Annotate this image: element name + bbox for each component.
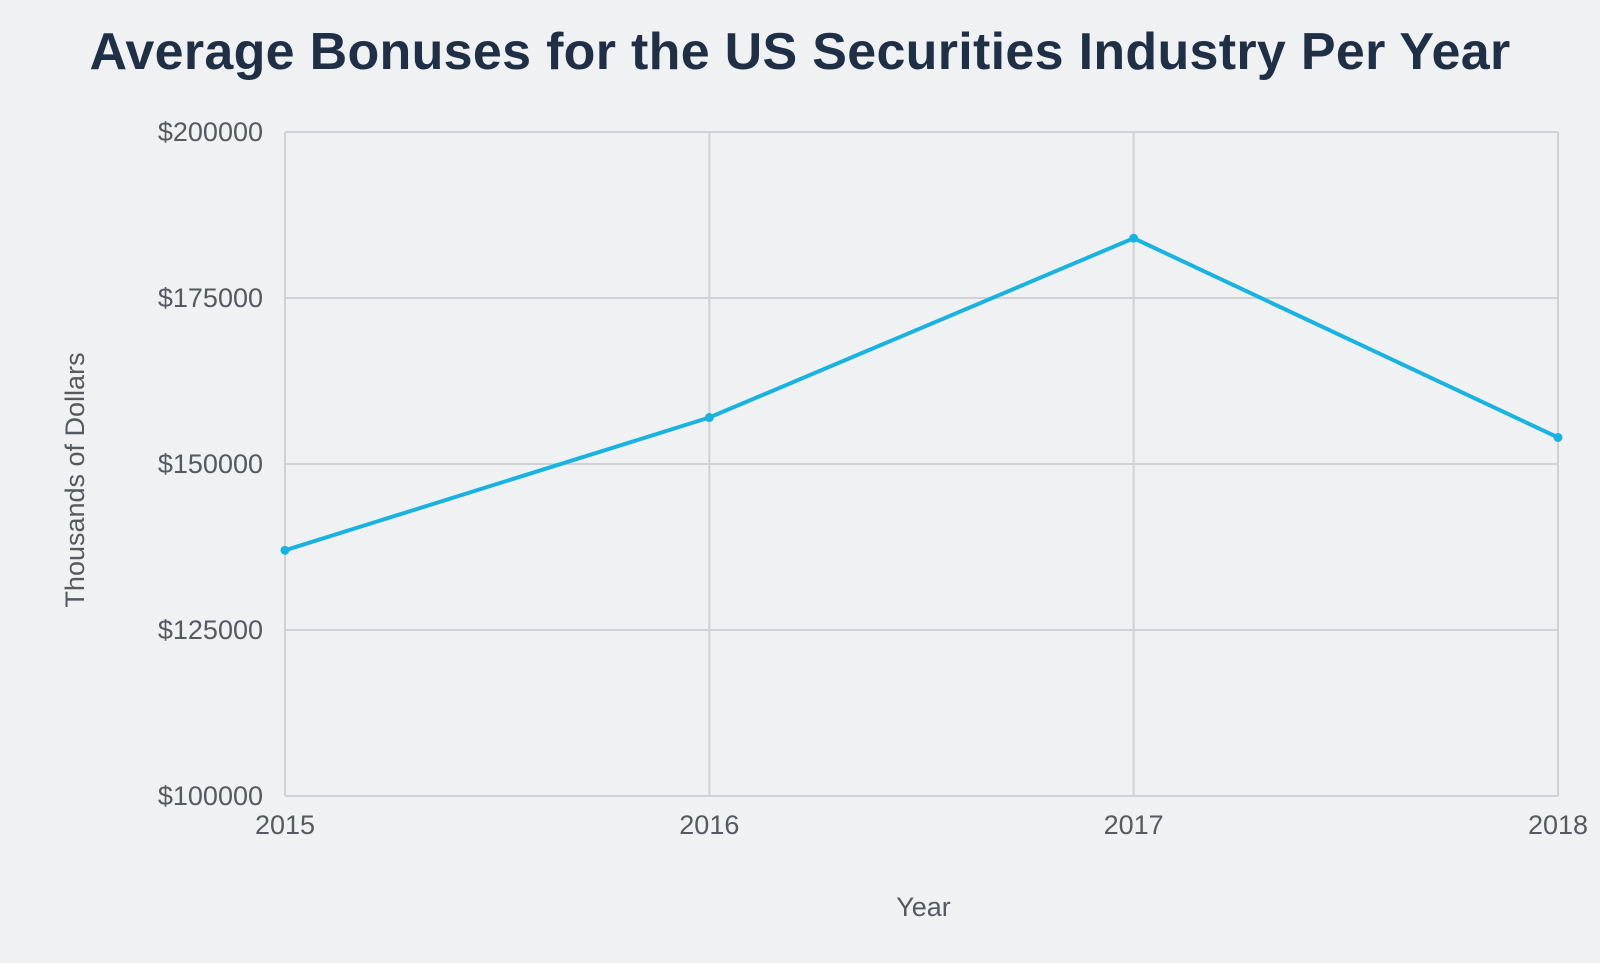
x-axis-ticks: 2015 2016 2017 2018: [255, 810, 1588, 840]
x-tick-label: 2017: [1104, 810, 1164, 840]
y-tick-label: $175000: [158, 283, 263, 313]
y-axis-title: Thousands of Dollars: [60, 352, 90, 607]
grid-lines: [284, 131, 1559, 797]
y-tick-label: $125000: [158, 615, 263, 645]
data-point: [1129, 233, 1139, 243]
y-axis-ticks: $100000 $125000 $150000 $175000 $200000: [158, 117, 263, 811]
series-layer: [280, 233, 1563, 555]
data-point: [1553, 432, 1563, 442]
x-tick-label: 2018: [1528, 810, 1588, 840]
y-tick-label: $200000: [158, 117, 263, 147]
data-point: [704, 413, 714, 423]
data-point: [280, 545, 290, 555]
x-tick-label: 2015: [255, 810, 315, 840]
y-tick-label: $100000: [158, 781, 263, 811]
x-tick-label: 2016: [679, 810, 739, 840]
y-tick-label: $150000: [158, 449, 263, 479]
x-axis-title: Year: [896, 892, 951, 922]
chart-title: Average Bonuses for the US Securities In…: [89, 23, 1511, 81]
series-line: [284, 236, 1559, 553]
